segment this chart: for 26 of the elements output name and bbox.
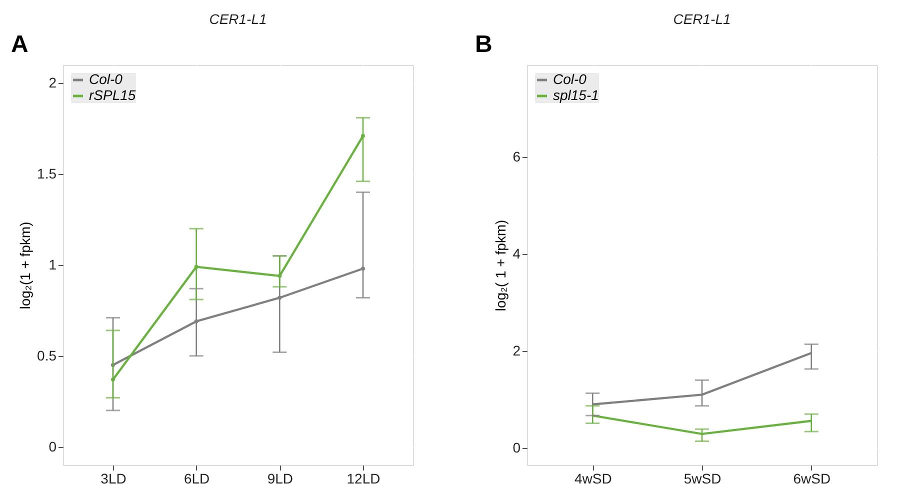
chart-title: CER1-L1 bbox=[209, 11, 267, 27]
text: A bbox=[11, 31, 28, 58]
x-tick-label: 3LD bbox=[100, 470, 126, 486]
y-tick-label: 2 bbox=[512, 342, 521, 359]
x-tick-label: 6wSD bbox=[793, 470, 831, 486]
x-tick-label: 9LD bbox=[267, 470, 294, 486]
x-tick-label: 12LD bbox=[346, 470, 380, 486]
y-tick-label: 6 bbox=[512, 148, 521, 165]
legend-label: rSPL15 bbox=[89, 87, 136, 103]
y-tick-label: 0 bbox=[512, 440, 521, 456]
x-tick-label: 6LD bbox=[184, 470, 210, 486]
chart-title: CER1-L1 bbox=[673, 11, 731, 27]
y-tick-label: 1.5 bbox=[37, 166, 57, 182]
y-axis-title: log₂( 1 + fpkm) bbox=[492, 220, 509, 312]
y-tick-label: 4 bbox=[512, 246, 521, 262]
text: B bbox=[475, 31, 492, 58]
y-tick-label: 1 bbox=[48, 256, 57, 272]
y-tick-label: 0 bbox=[48, 438, 57, 454]
y-tick-label: 2 bbox=[48, 74, 57, 91]
legend-label: Col-0 bbox=[553, 71, 587, 87]
legend-label: Col-0 bbox=[89, 71, 123, 87]
y-axis-title: log₂(1 + fpkm) bbox=[17, 222, 34, 310]
x-tick-label: 5wSD bbox=[684, 470, 722, 486]
legend-label: spl15-1 bbox=[553, 87, 599, 103]
x-tick-label: 4wSD bbox=[574, 470, 612, 486]
y-tick-label: 0.5 bbox=[37, 347, 57, 364]
